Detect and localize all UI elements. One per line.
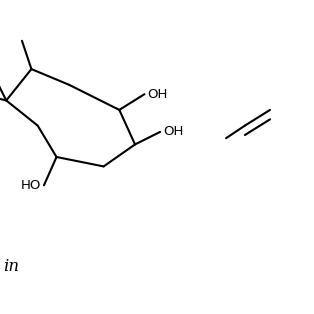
Text: OH: OH bbox=[148, 88, 168, 101]
Text: OH: OH bbox=[163, 125, 184, 138]
Text: HO: HO bbox=[20, 179, 41, 192]
Text: in: in bbox=[3, 258, 19, 275]
